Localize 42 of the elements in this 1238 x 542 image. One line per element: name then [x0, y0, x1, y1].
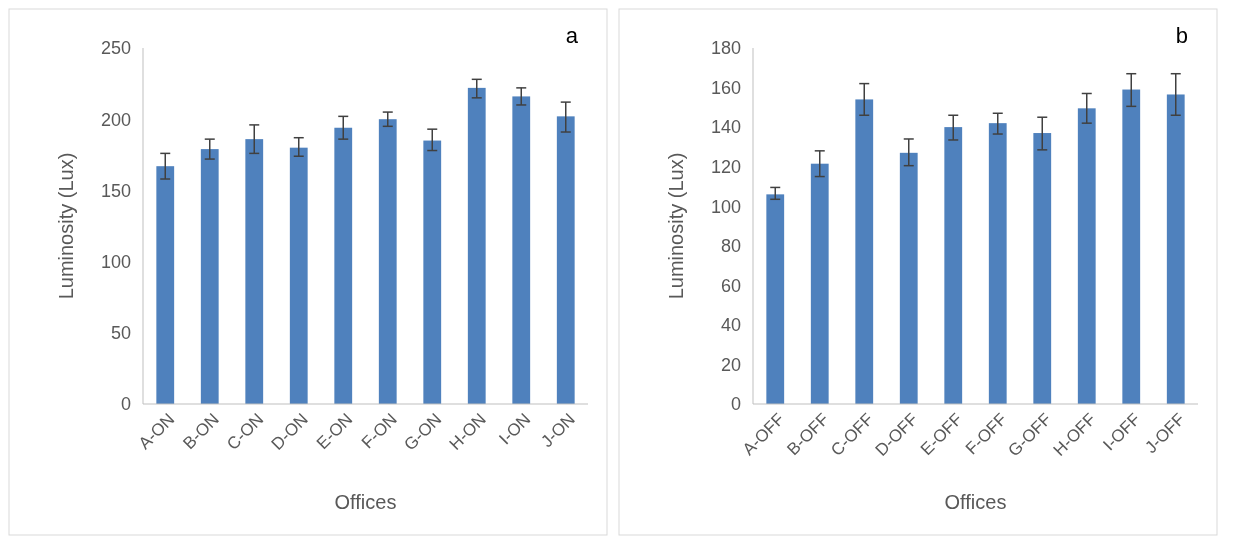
- bar: [810, 163, 829, 404]
- bar: [1033, 133, 1052, 404]
- bar: [855, 99, 874, 404]
- bar: [766, 194, 785, 404]
- y-axis-title: Luminosity (Lux): [55, 152, 77, 300]
- bar: [988, 123, 1007, 404]
- y-tick-label: 20: [720, 354, 741, 375]
- bar: [334, 127, 353, 404]
- bar: [1077, 108, 1096, 404]
- y-tick-label: 180: [710, 38, 741, 59]
- bar: [556, 116, 575, 404]
- bar: [289, 147, 308, 404]
- x-axis-title: Offices: [944, 491, 1007, 513]
- y-tick-label: 100: [710, 196, 741, 217]
- y-tick-label: 50: [110, 323, 131, 344]
- y-tick-label: 60: [720, 275, 741, 296]
- bar: [245, 139, 264, 404]
- y-axis-title: Luminosity (Lux): [665, 152, 687, 300]
- y-tick-label: 80: [720, 236, 741, 257]
- y-tick-label: 0: [120, 394, 131, 415]
- annotation: a: [565, 23, 579, 48]
- y-tick-label: 160: [710, 77, 741, 98]
- bar: [1166, 94, 1185, 404]
- y-tick-label: 150: [100, 180, 131, 201]
- x-axis-title: Offices: [334, 491, 397, 513]
- y-tick-label: 250: [100, 38, 131, 59]
- bar: [156, 166, 175, 404]
- y-tick-label: 120: [710, 156, 741, 177]
- y-tick-label: 140: [710, 117, 741, 138]
- bar: [200, 149, 219, 404]
- bar: [899, 152, 918, 404]
- annotation: b: [1175, 23, 1188, 48]
- bar: [378, 119, 397, 404]
- bar: [467, 87, 486, 404]
- bar: [512, 96, 531, 404]
- bar: [944, 127, 963, 404]
- y-tick-label: 200: [100, 109, 131, 130]
- y-tick-label: 0: [730, 394, 741, 415]
- bar: [423, 140, 442, 404]
- y-tick-label: 100: [100, 251, 131, 272]
- bar: [1122, 89, 1141, 404]
- y-tick-label: 40: [720, 315, 741, 336]
